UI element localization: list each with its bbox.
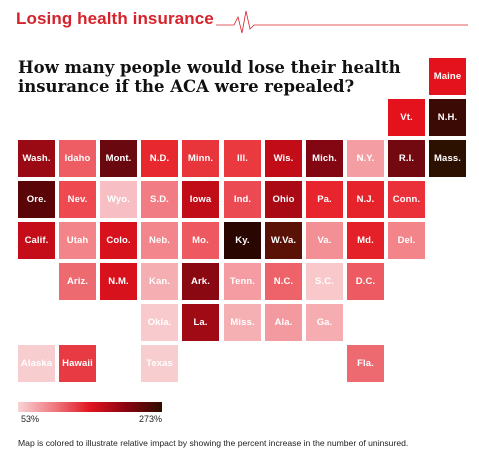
state-tile-colo: Colo. [100,222,137,259]
state-tile-mich: Mich. [306,140,343,177]
legend-max-label: 273% [138,414,162,424]
state-tile-texas: Texas [141,345,178,382]
heartbeat-line-icon [216,10,468,34]
state-tile-hawaii: Hawaii [59,345,96,382]
legend: 53% 273% [18,402,162,424]
state-tile-okla: Okla. [141,304,178,341]
state-tile-s-c: S.C. [306,263,343,300]
state-tile-ala: Ala. [265,304,302,341]
state-tile-mass: Mass. [429,140,466,177]
state-tile-la: La. [182,304,219,341]
state-tile-ohio: Ohio [265,181,302,218]
state-tile-ariz: Ariz. [59,263,96,300]
state-tile-nev: Nev. [59,181,96,218]
caption: Map is colored to illustrate relative im… [18,438,409,448]
state-tile-n-j: N.J. [347,181,384,218]
state-tile-wyo: Wyo. [100,181,137,218]
state-tile-mo: Mo. [182,222,219,259]
state-tile-ind: Ind. [224,181,261,218]
state-tile-ky: Ky. [224,222,261,259]
state-tile-ga: Ga. [306,304,343,341]
state-tile-wis: Wis. [265,140,302,177]
state-tile-n-m: N.M. [100,263,137,300]
state-tile-vt: Vt. [388,99,425,136]
state-tile-ill: Ill. [224,140,261,177]
state-tile-s-d: S.D. [141,181,178,218]
state-tile-md: Md. [347,222,384,259]
state-tile-n-y: N.Y. [347,140,384,177]
state-tile-miss: Miss. [224,304,261,341]
headline-line-1: How many people would lose their health [18,58,401,77]
state-tile-minn: Minn. [182,140,219,177]
state-tile-neb: Neb. [141,222,178,259]
state-tile-wash: Wash. [18,140,55,177]
state-tile-del: Del. [388,222,425,259]
state-tile-w-va: W.Va. [265,222,302,259]
state-tile-utah: Utah [59,222,96,259]
state-tile-r-i: R.I. [388,140,425,177]
state-tile-pa: Pa. [306,181,343,218]
state-tile-maine: Maine [429,58,466,95]
state-tile-idaho: Idaho [59,140,96,177]
state-tile-ark: Ark. [182,263,219,300]
legend-gradient-bar [18,402,162,412]
header: Losing health insurance [16,7,468,35]
state-tile-calif: Calif. [18,222,55,259]
state-tile-mont: Mont. [100,140,137,177]
state-tile-n-c: N.C. [265,263,302,300]
state-tile-alaska: Alaska [18,345,55,382]
headline-line-2: insurance if the ACA were repealed? [18,77,355,96]
state-tile-n-h: N.H. [429,99,466,136]
state-tile-va: Va. [306,222,343,259]
state-tile-ore: Ore. [18,181,55,218]
legend-min-label: 53% [21,414,40,424]
state-tile-iowa: Iowa [182,181,219,218]
state-tile-tenn: Tenn. [224,263,261,300]
section-title: Losing health insurance [16,9,214,28]
state-tile-fla: Fla. [347,345,384,382]
state-tile-n-d: N.D. [141,140,178,177]
headline: How many people would lose their health … [18,58,401,96]
state-tile-conn: Conn. [388,181,425,218]
state-tile-kan: Kan. [141,263,178,300]
state-tile-d-c: D.C. [347,263,384,300]
